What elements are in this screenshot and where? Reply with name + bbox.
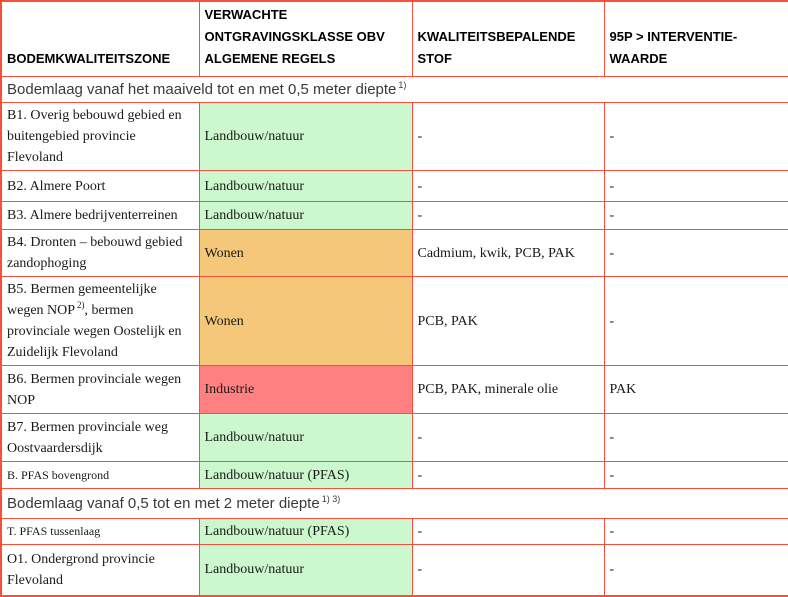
klasse-cell: Landbouw/natuur [198, 170, 413, 202]
p95-cell: - [603, 413, 788, 462]
zone-text: , bermen provinciale wegen Oostelijk en … [7, 303, 182, 360]
klasse-cell: Landbouw/natuur [198, 413, 413, 462]
footnote-marker: 2) [77, 300, 85, 311]
p95-cell: - [603, 170, 788, 202]
footnote-marker: 1) [398, 80, 407, 90]
zone-text: B5. Bermen gemeentelijke wegen NOP [7, 282, 157, 318]
p95-cell: - [603, 461, 788, 489]
zone-text: B2. Almere Poort [7, 178, 106, 194]
p95-cell: - [603, 544, 788, 596]
header-verwachte-ontgravingsklasse: VERWACHTE ONTGRAVINGSKLASSE OBV ALGEMENE… [198, 0, 413, 77]
p95-cell: - [603, 518, 788, 545]
section-row-topsoil: Bodemlaag vanaf het maaiveld tot en met … [0, 76, 788, 103]
table-row-b4: B4. Dronten – bebouwd gebied zandophogin… [0, 229, 788, 277]
table-row-t-pfas: T. PFAS tussenlaag Landbouw/natuur (PFAS… [0, 518, 788, 545]
zone-cell: O1. Ondergrond provincie Flevoland [0, 544, 200, 596]
table-row-b-pfas: B. PFAS bovengrond Landbouw/natuur (PFAS… [0, 461, 788, 489]
p95-cell: - [603, 276, 788, 366]
zone-text: B3. Almere bedrijventerreinen [7, 208, 178, 223]
table-row-o1: O1. Ondergrond provincie Flevoland Landb… [0, 544, 788, 596]
zone-cell: B2. Almere Poort [0, 170, 200, 202]
stof-cell: - [411, 413, 605, 462]
zone-text: T. PFAS tussenlaag [7, 524, 101, 538]
klasse-cell: Landbouw/natuur [198, 201, 413, 230]
section-text: Bodemlaag vanaf het maaiveld tot en met … [7, 81, 397, 98]
zone-text: B7. Bermen provinciale weg Oostvaardersd… [7, 419, 168, 456]
table-row-b3: B3. Almere bedrijventerreinen Landbouw/n… [0, 201, 788, 230]
p95-cell: PAK [603, 365, 788, 414]
zone-cell: B5. Bermen gemeentelijke wegen NOP 2), be… [0, 276, 200, 366]
table-header-row: BODEMKWALITEITSZONE VERWACHTE ONTGRAVING… [0, 0, 788, 77]
section-label: Bodemlaag vanaf 0,5 tot en met 2 meter d… [0, 488, 788, 519]
stof-cell: Cadmium, kwik, PCB, PAK [411, 229, 605, 277]
zone-text: B. PFAS bovengrond [7, 467, 110, 482]
table-row-b7: B7. Bermen provinciale weg Oostvaardersd… [0, 413, 788, 462]
zone-text: B1. Overig bebouwd gebied en buitengebie… [7, 108, 182, 165]
klasse-cell: Wonen [198, 229, 413, 277]
table-row-b1: B1. Overig bebouwd gebied en buitengebie… [0, 102, 788, 171]
klasse-cell: Landbouw/natuur (PFAS) [198, 518, 413, 545]
zone-cell: B. PFAS bovengrond [0, 461, 200, 489]
table-row-b2: B2. Almere Poort Landbouw/natuur - - [0, 170, 788, 202]
klasse-cell: Landbouw/natuur (PFAS) [198, 461, 413, 489]
section-row-subsoil: Bodemlaag vanaf 0,5 tot en met 2 meter d… [0, 488, 788, 519]
klasse-cell: Industrie [198, 365, 413, 414]
stof-cell: - [411, 102, 605, 171]
header-bodemkwaliteitszone: BODEMKWALITEITSZONE [0, 0, 200, 77]
klasse-cell: Wonen [198, 276, 413, 366]
zone-cell: B6. Bermen provinciale wegen NOP [0, 365, 200, 414]
zone-text: B4. Dronten – bebouwd gebied zandophogin… [7, 235, 183, 271]
header-kwaliteitsbepalende-stof: KWALITEITSBEPALENDE STOF [411, 0, 605, 77]
stof-cell: - [411, 518, 605, 545]
stof-cell: - [411, 170, 605, 202]
table-row-b6: B6. Bermen provinciale wegen NOP Industr… [0, 365, 788, 414]
stof-cell: - [411, 461, 605, 489]
stof-cell: - [411, 201, 605, 230]
zone-cell: B4. Dronten – bebouwd gebied zandophogin… [0, 229, 200, 277]
header-95p-interventiewaarde: 95P > INTERVENTIE-WAARDE [603, 0, 788, 77]
zone-text: B6. Bermen provinciale wegen NOP [7, 371, 182, 408]
footnote-marker: 1) 3) [321, 494, 341, 504]
klasse-cell: Landbouw/natuur [198, 544, 413, 596]
zone-cell: B1. Overig bebouwd gebied en buitengebie… [0, 102, 200, 171]
table-row-b5: B5. Bermen gemeentelijke wegen NOP 2), be… [0, 276, 788, 366]
p95-cell: - [603, 102, 788, 171]
p95-cell: - [603, 229, 788, 277]
section-text: Bodemlaag vanaf 0,5 tot en met 2 meter d… [7, 495, 320, 512]
zone-cell: B7. Bermen provinciale weg Oostvaardersd… [0, 413, 200, 462]
section-label: Bodemlaag vanaf het maaiveld tot en met … [0, 76, 788, 103]
stof-cell: - [411, 544, 605, 596]
zone-cell: B3. Almere bedrijventerreinen [0, 201, 200, 230]
stof-cell: PCB, PAK [411, 276, 605, 366]
zone-text: O1. Ondergrond provincie Flevoland [7, 551, 155, 588]
p95-cell: - [603, 201, 788, 230]
klasse-cell: Landbouw/natuur [198, 102, 413, 171]
stof-cell: PCB, PAK, minerale olie [411, 365, 605, 414]
zone-cell: T. PFAS tussenlaag [0, 518, 200, 545]
